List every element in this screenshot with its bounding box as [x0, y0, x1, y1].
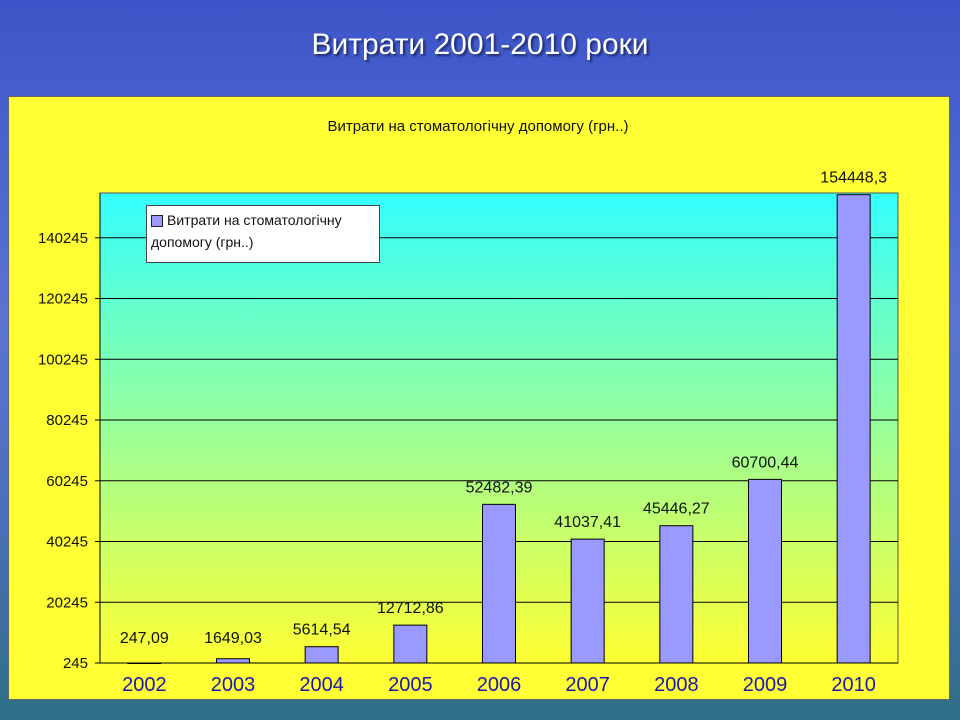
- y-tick-label: 40245: [46, 534, 88, 551]
- x-tick-label: 2005: [388, 674, 433, 696]
- bar: [216, 658, 250, 664]
- bar: [659, 525, 694, 664]
- x-tick-label: 2006: [477, 674, 522, 696]
- x-tick-label: 2007: [565, 674, 610, 696]
- y-tick-label: 20245: [46, 594, 88, 611]
- x-tick-label: 2003: [211, 674, 256, 696]
- y-tick-label: 100245: [38, 351, 88, 368]
- data-label: 52482,39: [466, 479, 533, 496]
- data-label: 5614,54: [293, 622, 351, 639]
- data-label: 154448,3: [820, 170, 887, 187]
- bar: [570, 538, 605, 664]
- y-tick-label: 80245: [46, 412, 88, 429]
- data-label: 41037,41: [554, 514, 621, 531]
- y-tick-label: 140245: [38, 230, 88, 247]
- y-tick-label: 245: [63, 655, 88, 672]
- data-label: 45446,27: [643, 501, 710, 518]
- bar: [304, 646, 339, 664]
- x-tick-label: 2004: [299, 674, 344, 696]
- y-tick-label: 60245: [46, 473, 88, 490]
- x-tick-label: 2002: [122, 674, 167, 696]
- bar: [748, 478, 782, 664]
- y-tick-label: 120245: [38, 291, 88, 308]
- bar: [836, 194, 871, 664]
- chart-title: Витрати на стоматологічну допомогу (грн.…: [327, 118, 629, 135]
- chart-legend: Витрати на стоматологічну допомогу (грн.…: [146, 205, 380, 263]
- data-label: 60700,44: [732, 454, 799, 471]
- legend-label: Витрати на стоматологічну допомогу (грн.…: [151, 212, 342, 250]
- legend-swatch: [151, 215, 163, 228]
- bar: [393, 624, 428, 664]
- x-tick-label: 2010: [831, 674, 876, 696]
- bar: [127, 662, 162, 664]
- data-label: 12712,86: [377, 600, 444, 617]
- x-tick-label: 2009: [743, 674, 788, 696]
- slide-title: Витрати 2001-2010 роки: [311, 28, 649, 61]
- data-label: 1649,03: [204, 630, 262, 647]
- bar: [482, 503, 516, 664]
- data-label: 247,09: [120, 630, 169, 647]
- x-tick-label: 2008: [654, 674, 699, 696]
